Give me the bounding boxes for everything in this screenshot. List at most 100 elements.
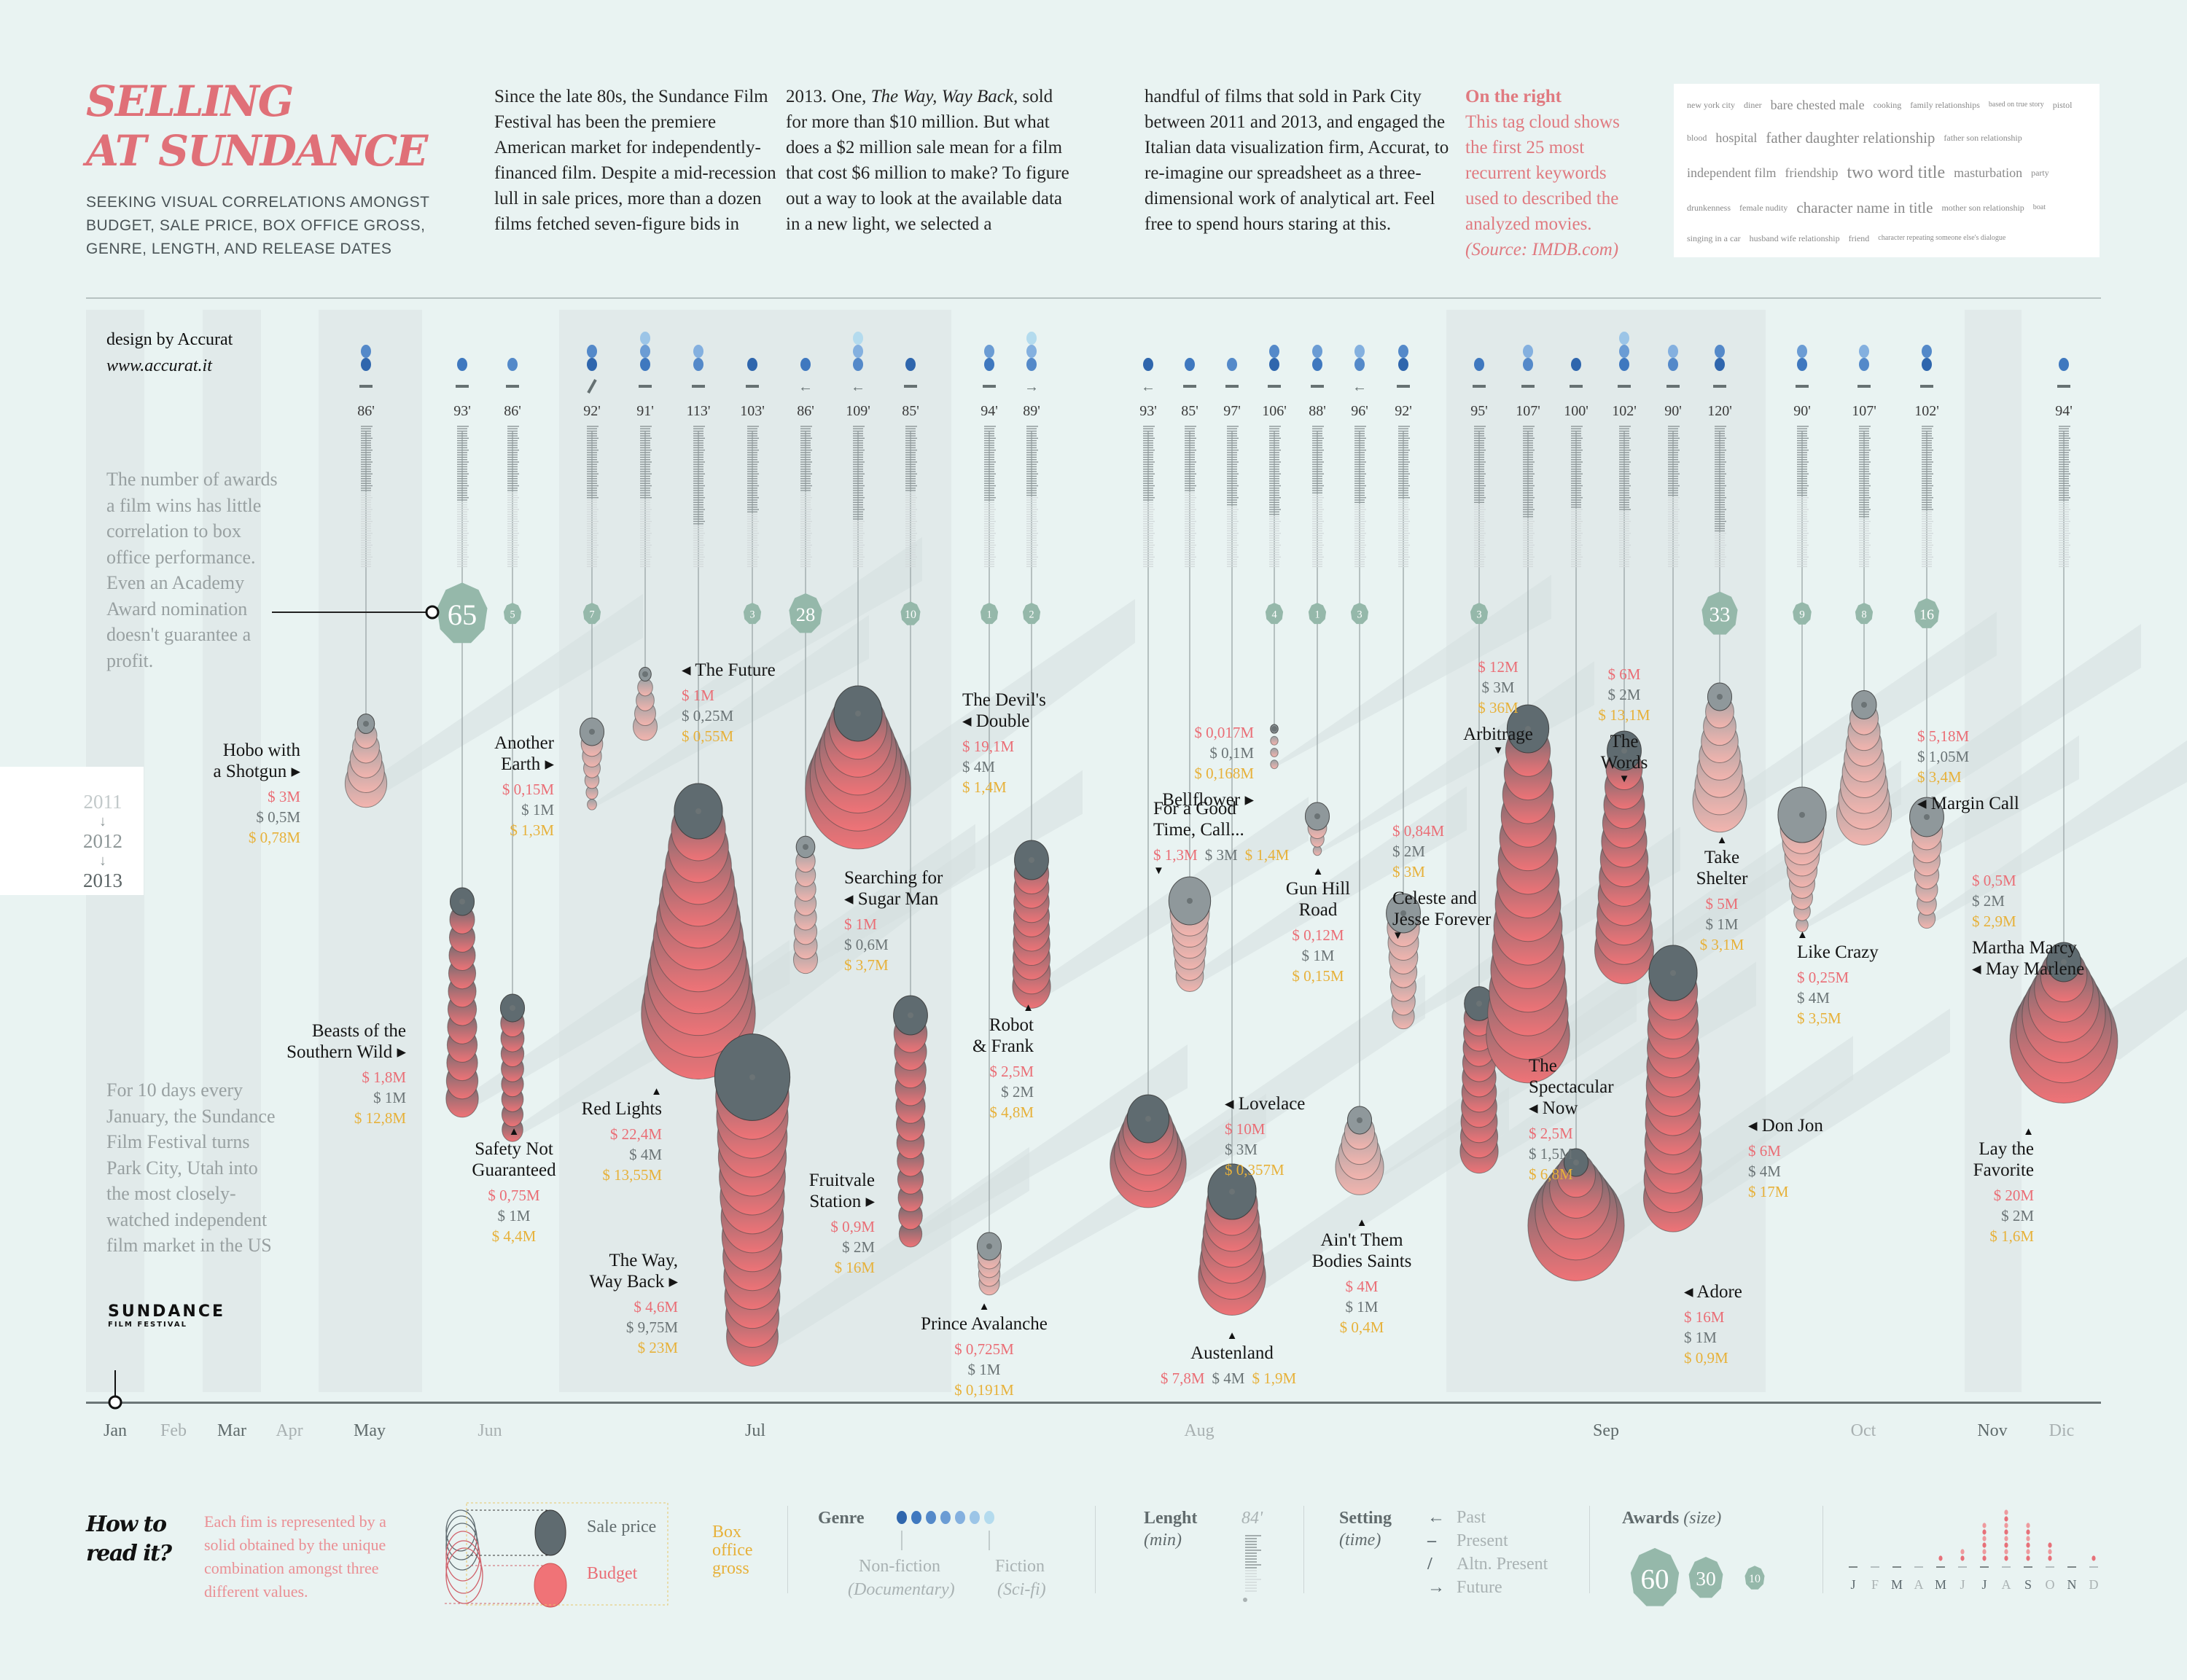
film-solid[interactable] xyxy=(792,835,819,974)
film-solid[interactable] xyxy=(714,1034,791,1367)
sale-price-value: $ 4M xyxy=(1748,1163,1781,1180)
film-label-adore[interactable]: ◂ Adore $ 16M $ 1M $ 0,9M xyxy=(1684,1281,1844,1368)
film-solid[interactable] xyxy=(976,1232,1002,1296)
award-sample-value: 60 xyxy=(1641,1563,1669,1595)
tag-keyword: family relationships xyxy=(1910,100,1980,110)
awards-count: 9 xyxy=(1799,609,1805,621)
film-label-red-lights[interactable]: ▲ Red Lights $ 22,4M $ 4M $ 13,55M xyxy=(502,1086,662,1185)
film-values: $ 1M $ 0,25M $ 0,55M xyxy=(682,685,842,746)
film-solid[interactable] xyxy=(632,667,658,741)
film-label-the-devil-s-double[interactable]: The Devil's ◂ Double $ 19,1M $ 4M $ 1,4M xyxy=(962,689,1123,797)
film-solid[interactable] xyxy=(1486,704,1570,1084)
year-2013[interactable]: 2013 xyxy=(83,870,122,891)
legend-setting-title: Setting xyxy=(1339,1509,1392,1528)
note-source: (Source: IMDB.com) xyxy=(1465,240,1619,259)
film-solid[interactable] xyxy=(893,995,928,1248)
film-label-hobo-with-a-shotgun[interactable]: Hobo with a Shotgun ▸ $ 3M $ 0,5M $ 0,78M xyxy=(140,740,301,848)
film-title: Red Lights xyxy=(502,1098,662,1120)
film-label-lovelace[interactable]: ◂ Lovelace $ 10M $ 3M $ 0,357M xyxy=(1225,1093,1385,1180)
film-label-ain-t-them-bodies-saints[interactable]: ▲ Ain't Them Bodies Saints $ 4M $ 1M $ 0,4M xyxy=(1282,1217,1442,1337)
genre-dot xyxy=(1922,358,1932,371)
length-ruler xyxy=(1227,426,1239,568)
film-solid[interactable] xyxy=(1527,1148,1625,1281)
film-solid[interactable] xyxy=(1304,802,1330,856)
setting-past-icon: ← xyxy=(1141,379,1155,395)
film-label-celeste-and-jesse-forever[interactable]: $ 0,84M $ 2M $ 3M Celeste and Jesse Forever ▼ xyxy=(1392,816,1553,942)
film-label-the-future[interactable]: ◂ The Future $ 1M $ 0,25M $ 0,55M xyxy=(682,660,842,746)
film-label-beasts-of-the-southern-wild[interactable]: Beasts of the Southern Wild ▸ $ 1,8M $ 1M $ … xyxy=(246,1020,406,1128)
film-label-take-shelter[interactable]: ▲ Take Shelter $ 5M $ 1M $ 3,1M xyxy=(1642,835,1802,955)
film-label-lay-the-favorite[interactable]: ▲ Lay the Favorite $ 20M $ 2M $ 1,6M xyxy=(1874,1126,2034,1246)
histogram-dot xyxy=(2092,1555,2096,1561)
film-solid[interactable] xyxy=(344,714,388,808)
timeline-start-dot[interactable] xyxy=(108,1395,122,1410)
film-label-margin-call[interactable]: $ 5,18M $ 1,05M $ 3,4M ◂ Margin Call xyxy=(1917,722,2078,814)
film-length-label: 89' xyxy=(1023,403,1040,419)
genre-dot xyxy=(1227,358,1237,371)
film-label-arbitrage[interactable]: $ 12M $ 3M $ 36M Arbitrage ▼ xyxy=(1418,652,1578,757)
film-solid[interactable] xyxy=(1270,724,1279,770)
genre-dot xyxy=(905,358,916,371)
film-label-bellflower[interactable]: $ 0,017M $ 0,1M $ 0,168M Bellflower ▸ xyxy=(1094,718,1254,810)
film-solid[interactable] xyxy=(1386,893,1421,1030)
genre-dot xyxy=(1797,345,1807,358)
film-solid[interactable] xyxy=(1335,1106,1384,1195)
year-selector[interactable]: 2011 ↓ 2012 ↓ 2013 xyxy=(0,767,144,895)
film-label-fruitvale-station[interactable]: Fruitvale Station ▸ $ 0,9M $ 2M $ 16M xyxy=(714,1170,875,1278)
film-values: $ 0,84M $ 2M $ 3M xyxy=(1392,821,1553,882)
film-solid[interactable] xyxy=(1110,1094,1187,1208)
film-title-line: ◂ Now xyxy=(1529,1098,1578,1118)
film-label-martha-marcy-may-marlene[interactable]: $ 0,5M $ 2M $ 2,9M Martha Marcy ◂ May Marlen… xyxy=(1972,866,2132,980)
film-solid[interactable] xyxy=(1692,682,1747,833)
box-office-value: $ 1,6M xyxy=(1989,1227,2034,1245)
film-solid[interactable] xyxy=(805,685,911,850)
film-solid[interactable] xyxy=(1198,1163,1266,1316)
film-label-for-a-good-time-call-[interactable]: For a Good Time, Call... $ 1,3M $ 3M $ 1,4M ▼ xyxy=(1153,798,1314,878)
genre-dot xyxy=(1922,345,1932,358)
genre-dot xyxy=(1797,358,1807,371)
film-label-like-crazy[interactable]: ▲ Like Crazy $ 0,25M $ 4M $ 3,5M xyxy=(1797,929,1957,1028)
histogram-dot xyxy=(1982,1529,1987,1535)
year-2011[interactable]: 2011 xyxy=(83,791,122,813)
film-label-prince-avalanche[interactable]: ▲ Prince Avalanche $ 0,725M $ 1M $ 0,191M xyxy=(904,1301,1064,1400)
film-solid[interactable] xyxy=(579,717,605,810)
film-label-the-way-way-back[interactable]: The Way, Way Back ▸ $ 4,6M $ 9,75M $ 23M xyxy=(518,1250,678,1358)
film-solid[interactable] xyxy=(2009,942,2118,1104)
genre-dot xyxy=(1398,345,1408,358)
film-label-searching-for-sugar-man[interactable]: Searching for ◂ Sugar Man $ 1M $ 0,6M $ 3,7M xyxy=(844,867,1005,975)
histogram-dot xyxy=(2004,1536,2008,1542)
genre-dot xyxy=(1668,358,1678,371)
film-label-the-words[interactable]: $ 6M $ 2M $ 13,1M The Words ▼ xyxy=(1544,660,1704,786)
film-label-the-spectacular-now[interactable]: The Spectacular ◂ Now $ 2,5M $ 1,5M $ 6,8M xyxy=(1529,1055,1689,1184)
film-label-gun-hill-road[interactable]: ▲ Gun Hill Road $ 0,12M $ 1M $ 0,15M xyxy=(1238,866,1398,986)
budget-value: $ 3M xyxy=(268,788,300,805)
film-label-robot-frank[interactable]: ▲ Robot & Frank $ 2,5M $ 2M $ 4,8M xyxy=(873,1002,1034,1122)
film-solid[interactable] xyxy=(1459,986,1499,1174)
tag-keyword: based on true story xyxy=(1988,101,2044,109)
film-solid[interactable] xyxy=(1643,945,1703,1232)
film-title-line: Favorite xyxy=(1973,1160,2034,1180)
sale-price-disc xyxy=(534,1509,566,1556)
film-solid[interactable] xyxy=(1909,797,1944,929)
film-solid[interactable] xyxy=(499,993,526,1142)
film-label-austenland[interactable]: ▲ Austenland $ 7,8M $ 4M $ 1,9M xyxy=(1152,1330,1312,1388)
setting-past-icon: ← xyxy=(1427,1508,1445,1527)
film-label-don-jon[interactable]: ◂ Don Jon $ 6M $ 4M $ 17M xyxy=(1748,1115,1909,1202)
film-label-safety-not-guaranteed[interactable]: ▲ Safety Not Guaranteed $ 0,75M $ 1M $ 4,4M xyxy=(434,1126,594,1246)
film-label-another-earth[interactable]: Another Earth ▸ $ 0,15M $ 1M $ 1,3M xyxy=(394,732,554,840)
film-solid[interactable] xyxy=(1594,730,1654,985)
film-solid[interactable] xyxy=(445,887,479,1118)
tag-keyword: party xyxy=(2031,168,2049,178)
film-solid[interactable] xyxy=(1012,840,1051,1009)
film-solid[interactable] xyxy=(1168,876,1212,992)
genre-dot xyxy=(587,345,597,358)
film-solid[interactable] xyxy=(1777,786,1827,932)
film-center-dot xyxy=(510,1005,515,1011)
credit-url[interactable]: www.accurat.it xyxy=(106,356,212,375)
year-2012[interactable]: 2012 xyxy=(83,830,122,852)
film-solid[interactable] xyxy=(641,783,756,1080)
film-solid[interactable] xyxy=(1836,690,1892,845)
film-title-line: Martha Marcy xyxy=(1972,938,2077,958)
sale-price-value: $ 3M xyxy=(1481,679,1515,696)
film-length-label: 86' xyxy=(504,403,521,419)
